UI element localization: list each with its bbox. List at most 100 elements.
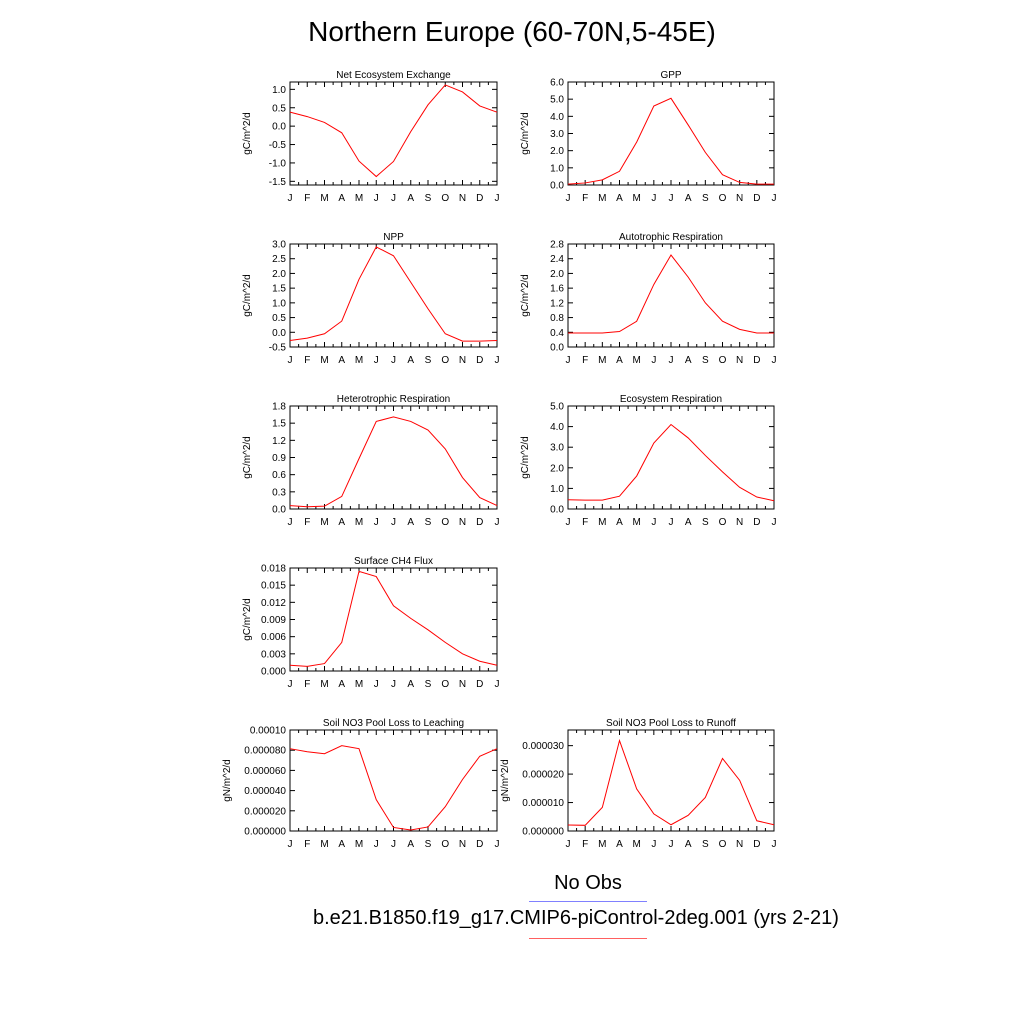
x-tick-label: J (772, 517, 777, 528)
x-tick-label: J (374, 193, 379, 204)
y-tick-label: 0.000020 (522, 770, 564, 781)
y-axis-label: gC/m^2/d (242, 112, 253, 155)
y-tick-label: 0.00010 (250, 726, 287, 737)
data-series-line (289, 745, 498, 831)
x-tick-label: A (616, 517, 623, 528)
y-tick-label: 0.3 (272, 487, 286, 498)
x-tick-label: S (425, 193, 432, 204)
x-tick-label: O (719, 355, 727, 366)
y-tick-label: 0.0 (550, 343, 564, 354)
x-tick-label: O (441, 193, 449, 204)
x-tick-label: M (355, 517, 363, 528)
x-tick-label: N (459, 355, 466, 366)
y-tick-label: 0.009 (261, 615, 286, 626)
x-tick-label: S (425, 679, 432, 690)
y-tick-label: 2.0 (550, 463, 564, 474)
x-tick-label: J (391, 839, 396, 850)
x-tick-label: A (407, 517, 414, 528)
y-tick-label: 0.012 (261, 598, 286, 609)
y-tick-label: 1.6 (550, 284, 564, 295)
x-tick-label: J (288, 679, 293, 690)
x-tick-label: D (753, 355, 760, 366)
x-tick-label: S (425, 839, 432, 850)
x-tick-label: J (669, 193, 674, 204)
plot-frame (289, 243, 498, 348)
x-tick-label: N (459, 839, 466, 850)
y-tick-label: 0.5 (272, 103, 286, 114)
data-series-line (289, 246, 498, 342)
y-axis-label: gN/m^2/d (500, 759, 511, 802)
page-title: Northern Europe (60-70N,5-45E) (308, 16, 716, 47)
y-tick-label: 1.0 (550, 484, 564, 495)
y-tick-label: 0.003 (261, 649, 286, 660)
x-tick-label: O (719, 517, 727, 528)
x-tick-label: J (288, 839, 293, 850)
plot-frame (567, 729, 775, 832)
x-tick-label: J (288, 517, 293, 528)
x-tick-label: J (651, 193, 656, 204)
y-tick-label: 2.0 (550, 146, 564, 157)
x-tick-label: J (566, 355, 571, 366)
x-tick-label: J (651, 355, 656, 366)
y-tick-label: 0.0 (550, 181, 564, 192)
y-tick-label: 3.0 (550, 129, 564, 140)
x-tick-label: M (598, 517, 606, 528)
y-tick-label: 1.0 (550, 163, 564, 174)
x-tick-label: A (685, 355, 692, 366)
x-tick-label: J (391, 679, 396, 690)
x-tick-label: A (338, 517, 345, 528)
x-tick-label: A (685, 839, 692, 850)
x-tick-label: O (441, 679, 449, 690)
y-tick-label: 1.5 (272, 419, 286, 430)
legend-label-obs: No Obs (554, 872, 622, 894)
x-tick-label: O (719, 193, 727, 204)
x-tick-label: J (566, 839, 571, 850)
chart-panel-9: Soil NO3 Pool Loss to Runoff gN/m^2/d 0.00… (500, 718, 777, 850)
x-tick-label: F (304, 679, 310, 690)
x-tick-label: M (598, 839, 606, 850)
x-tick-label: D (476, 355, 483, 366)
x-tick-label: J (669, 517, 674, 528)
x-tick-label: O (441, 517, 449, 528)
y-tick-label: 0.0 (272, 122, 286, 133)
y-tick-label: 0.000010 (522, 798, 564, 809)
y-axis-label: gC/m^2/d (242, 598, 253, 641)
x-tick-label: S (702, 839, 709, 850)
y-tick-label: 0.000060 (244, 766, 286, 777)
data-series-line (289, 416, 498, 508)
y-tick-label: 0.006 (261, 632, 286, 643)
y-tick-label: -1.5 (269, 177, 287, 188)
x-tick-label: N (736, 193, 743, 204)
x-tick-label: F (582, 193, 588, 204)
y-axis-label: gC/m^2/d (520, 274, 531, 317)
y-tick-label: 0.6 (272, 470, 286, 481)
x-tick-label: J (391, 517, 396, 528)
x-tick-label: D (753, 193, 760, 204)
x-tick-label: M (320, 193, 328, 204)
x-tick-label: M (632, 193, 640, 204)
x-tick-label: A (685, 193, 692, 204)
x-tick-label: F (304, 193, 310, 204)
y-tick-label: 0.0 (272, 328, 286, 339)
x-tick-label: S (702, 517, 709, 528)
y-tick-label: 0.8 (550, 313, 564, 324)
x-tick-label: M (320, 839, 328, 850)
plot-frame (567, 405, 775, 510)
x-tick-label: N (459, 679, 466, 690)
x-tick-label: J (391, 193, 396, 204)
y-tick-label: 0.000080 (244, 746, 286, 757)
chart-title: Autotrophic Respiration (619, 232, 723, 243)
y-tick-label: 0.000040 (244, 786, 286, 797)
chart-panel-1: Net Ecosystem Exchange gC/m^2/d -1.5 -1.0 -0… (242, 70, 500, 204)
y-tick-label: 5.0 (550, 402, 564, 413)
x-tick-label: J (651, 839, 656, 850)
y-tick-label: 6.0 (550, 78, 564, 89)
x-tick-label: A (616, 193, 623, 204)
x-tick-label: A (338, 679, 345, 690)
y-tick-label: -1.0 (269, 158, 287, 169)
x-tick-label: M (355, 839, 363, 850)
x-tick-label: J (495, 679, 500, 690)
x-tick-label: O (719, 839, 727, 850)
x-tick-label: N (736, 517, 743, 528)
